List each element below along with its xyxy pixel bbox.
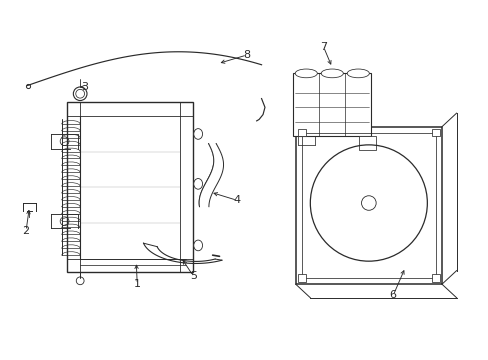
Text: 7: 7 (319, 42, 326, 52)
Bar (431, 274, 439, 282)
Ellipse shape (193, 179, 202, 189)
Bar (358, 136, 375, 150)
Bar (295, 127, 441, 284)
Text: 3: 3 (81, 82, 88, 92)
Bar (293, 73, 370, 136)
Bar (298, 274, 305, 282)
Text: 5: 5 (189, 271, 196, 281)
Text: 2: 2 (22, 226, 30, 236)
Text: 8: 8 (243, 50, 250, 60)
Text: 1: 1 (133, 279, 141, 289)
Text: 6: 6 (389, 290, 396, 300)
Ellipse shape (193, 129, 202, 139)
Bar (66, 103, 193, 272)
Text: 4: 4 (233, 195, 240, 205)
Ellipse shape (193, 240, 202, 251)
Bar (298, 129, 305, 136)
Bar (431, 129, 439, 136)
Ellipse shape (295, 69, 317, 78)
Bar (301, 132, 435, 278)
Ellipse shape (321, 69, 343, 78)
Ellipse shape (346, 69, 368, 78)
